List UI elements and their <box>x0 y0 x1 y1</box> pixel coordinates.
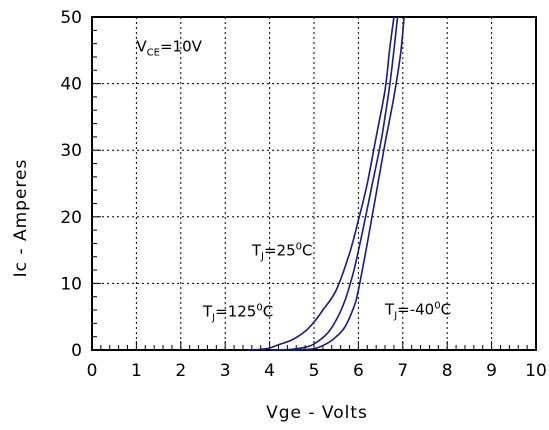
y-tick-label-40: 40 <box>60 75 82 95</box>
series-line-1 <box>269 16 399 351</box>
y-tick-label-50: 50 <box>60 8 82 28</box>
grid <box>92 17 536 350</box>
x-tick-label-8: 8 <box>442 361 453 381</box>
annotation-1: TJ=250C <box>251 241 313 262</box>
y-tick-label-10: 10 <box>60 274 82 294</box>
x-tick-label-3: 3 <box>220 361 231 381</box>
y-tick-labels: 0 10 20 30 40 50 <box>60 8 82 361</box>
x-tick-label-1: 1 <box>131 361 142 381</box>
annotations: VCE=10V TJ=250C TJ=1250C TJ=-400C <box>136 38 451 324</box>
x-tick-label-5: 5 <box>309 361 320 381</box>
y-tick-label-0: 0 <box>71 341 82 361</box>
y-axis-title: Ic - Amperes <box>11 159 31 278</box>
annotation-3: TJ=-400C <box>384 301 451 322</box>
x-tick-label-7: 7 <box>397 361 408 381</box>
x-axis-title: Vge - Volts <box>266 403 368 423</box>
x-tick-label-9: 9 <box>486 361 497 381</box>
series-line-0 <box>247 16 395 351</box>
x-tick-label-0: 0 <box>87 361 98 381</box>
y-tick-label-30: 30 <box>60 141 82 161</box>
x-tick-label-10: 10 <box>525 361 547 381</box>
y-tick-label-20: 20 <box>60 208 82 228</box>
annotation-2: TJ=1250C <box>202 303 273 324</box>
annotation-0: VCE=10V <box>136 38 202 59</box>
series-line-2 <box>291 16 405 351</box>
x-tick-label-2: 2 <box>175 361 186 381</box>
x-tick-label-6: 6 <box>353 361 364 381</box>
plot-frame <box>91 16 537 351</box>
x-tick-label-4: 4 <box>264 361 275 381</box>
series-lines <box>247 16 405 351</box>
x-tick-labels: 0 1 2 3 4 5 6 7 8 9 10 <box>87 361 547 381</box>
